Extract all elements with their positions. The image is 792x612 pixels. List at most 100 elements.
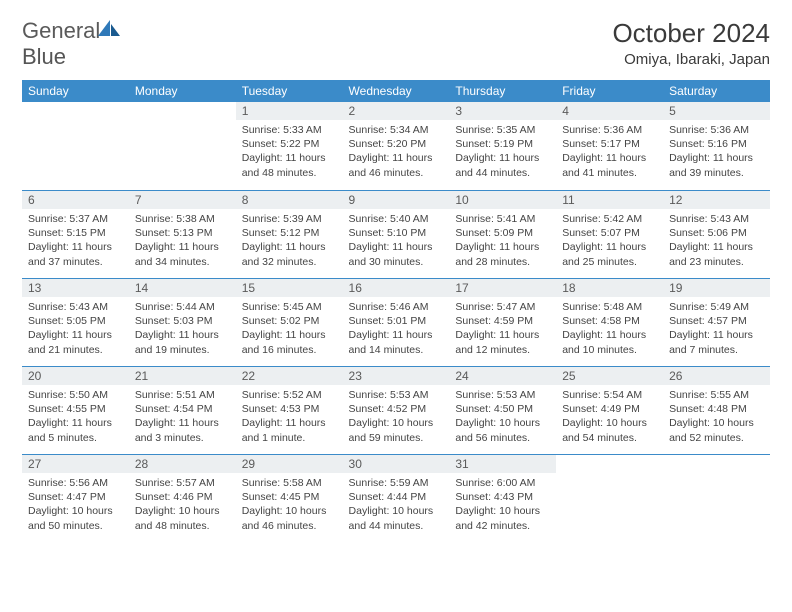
- logo-text-2: Blue: [22, 44, 66, 69]
- day-number-empty: [556, 454, 663, 473]
- calendar-cell: 25Sunrise: 5:54 AMSunset: 4:49 PMDayligh…: [556, 366, 663, 454]
- logo-text-1: General: [22, 18, 100, 43]
- day-number: 16: [343, 278, 450, 297]
- header: GeneralBlue October 2024 Omiya, Ibaraki,…: [22, 18, 770, 70]
- day-header: Monday: [129, 80, 236, 102]
- calendar-cell: 17Sunrise: 5:47 AMSunset: 4:59 PMDayligh…: [449, 278, 556, 366]
- day-header-row: SundayMondayTuesdayWednesdayThursdayFrid…: [22, 80, 770, 102]
- day-number: 23: [343, 366, 450, 385]
- day-number-empty: [663, 454, 770, 473]
- day-info: Sunrise: 5:59 AMSunset: 4:44 PMDaylight:…: [343, 473, 450, 539]
- day-info: Sunrise: 5:53 AMSunset: 4:50 PMDaylight:…: [449, 385, 556, 451]
- day-info: Sunrise: 5:40 AMSunset: 5:10 PMDaylight:…: [343, 209, 450, 275]
- calendar-cell: 23Sunrise: 5:53 AMSunset: 4:52 PMDayligh…: [343, 366, 450, 454]
- logo: GeneralBlue: [22, 18, 120, 70]
- calendar-cell: 27Sunrise: 5:56 AMSunset: 4:47 PMDayligh…: [22, 454, 129, 542]
- day-info: Sunrise: 5:41 AMSunset: 5:09 PMDaylight:…: [449, 209, 556, 275]
- calendar-cell: 7Sunrise: 5:38 AMSunset: 5:13 PMDaylight…: [129, 190, 236, 278]
- day-info: Sunrise: 5:55 AMSunset: 4:48 PMDaylight:…: [663, 385, 770, 451]
- day-number-empty: [22, 102, 129, 120]
- day-number: 9: [343, 190, 450, 209]
- calendar-cell: 1Sunrise: 5:33 AMSunset: 5:22 PMDaylight…: [236, 102, 343, 190]
- calendar-cell: 13Sunrise: 5:43 AMSunset: 5:05 PMDayligh…: [22, 278, 129, 366]
- calendar-cell: 19Sunrise: 5:49 AMSunset: 4:57 PMDayligh…: [663, 278, 770, 366]
- calendar-row: 27Sunrise: 5:56 AMSunset: 4:47 PMDayligh…: [22, 454, 770, 542]
- day-number: 1: [236, 102, 343, 120]
- day-info: Sunrise: 5:48 AMSunset: 4:58 PMDaylight:…: [556, 297, 663, 363]
- calendar-cell: [556, 454, 663, 542]
- day-number: 5: [663, 102, 770, 120]
- day-number: 28: [129, 454, 236, 473]
- day-number: 11: [556, 190, 663, 209]
- day-number: 26: [663, 366, 770, 385]
- day-number: 30: [343, 454, 450, 473]
- calendar-cell: 14Sunrise: 5:44 AMSunset: 5:03 PMDayligh…: [129, 278, 236, 366]
- day-info: Sunrise: 5:47 AMSunset: 4:59 PMDaylight:…: [449, 297, 556, 363]
- day-header: Tuesday: [236, 80, 343, 102]
- day-number: 12: [663, 190, 770, 209]
- day-info: Sunrise: 5:50 AMSunset: 4:55 PMDaylight:…: [22, 385, 129, 451]
- calendar-cell: 18Sunrise: 5:48 AMSunset: 4:58 PMDayligh…: [556, 278, 663, 366]
- day-info: Sunrise: 5:37 AMSunset: 5:15 PMDaylight:…: [22, 209, 129, 275]
- calendar-cell: 16Sunrise: 5:46 AMSunset: 5:01 PMDayligh…: [343, 278, 450, 366]
- calendar-row: 13Sunrise: 5:43 AMSunset: 5:05 PMDayligh…: [22, 278, 770, 366]
- day-info: Sunrise: 5:51 AMSunset: 4:54 PMDaylight:…: [129, 385, 236, 451]
- day-number: 14: [129, 278, 236, 297]
- calendar-cell: 4Sunrise: 5:36 AMSunset: 5:17 PMDaylight…: [556, 102, 663, 190]
- calendar-cell: 2Sunrise: 5:34 AMSunset: 5:20 PMDaylight…: [343, 102, 450, 190]
- calendar-cell: 22Sunrise: 5:52 AMSunset: 4:53 PMDayligh…: [236, 366, 343, 454]
- day-info: Sunrise: 5:46 AMSunset: 5:01 PMDaylight:…: [343, 297, 450, 363]
- calendar-cell: 8Sunrise: 5:39 AMSunset: 5:12 PMDaylight…: [236, 190, 343, 278]
- calendar-cell: 29Sunrise: 5:58 AMSunset: 4:45 PMDayligh…: [236, 454, 343, 542]
- day-number: 18: [556, 278, 663, 297]
- day-number: 15: [236, 278, 343, 297]
- day-header: Sunday: [22, 80, 129, 102]
- day-number: 8: [236, 190, 343, 209]
- day-info: Sunrise: 5:53 AMSunset: 4:52 PMDaylight:…: [343, 385, 450, 451]
- day-number: 4: [556, 102, 663, 120]
- day-number: 25: [556, 366, 663, 385]
- location: Omiya, Ibaraki, Japan: [612, 51, 770, 68]
- day-info: Sunrise: 5:54 AMSunset: 4:49 PMDaylight:…: [556, 385, 663, 451]
- day-number: 17: [449, 278, 556, 297]
- calendar-cell: 5Sunrise: 5:36 AMSunset: 5:16 PMDaylight…: [663, 102, 770, 190]
- day-number: 29: [236, 454, 343, 473]
- calendar-cell: 30Sunrise: 5:59 AMSunset: 4:44 PMDayligh…: [343, 454, 450, 542]
- day-info: Sunrise: 5:56 AMSunset: 4:47 PMDaylight:…: [22, 473, 129, 539]
- calendar-cell: 6Sunrise: 5:37 AMSunset: 5:15 PMDaylight…: [22, 190, 129, 278]
- calendar-cell: 28Sunrise: 5:57 AMSunset: 4:46 PMDayligh…: [129, 454, 236, 542]
- calendar-body: 1Sunrise: 5:33 AMSunset: 5:22 PMDaylight…: [22, 102, 770, 542]
- calendar-row: 1Sunrise: 5:33 AMSunset: 5:22 PMDaylight…: [22, 102, 770, 190]
- calendar-row: 20Sunrise: 5:50 AMSunset: 4:55 PMDayligh…: [22, 366, 770, 454]
- day-info: Sunrise: 5:33 AMSunset: 5:22 PMDaylight:…: [236, 120, 343, 186]
- calendar-cell: 26Sunrise: 5:55 AMSunset: 4:48 PMDayligh…: [663, 366, 770, 454]
- day-info: Sunrise: 5:44 AMSunset: 5:03 PMDaylight:…: [129, 297, 236, 363]
- day-info: Sunrise: 5:57 AMSunset: 4:46 PMDaylight:…: [129, 473, 236, 539]
- logo-text: GeneralBlue: [22, 18, 120, 70]
- day-info: Sunrise: 5:35 AMSunset: 5:19 PMDaylight:…: [449, 120, 556, 186]
- day-info: Sunrise: 5:45 AMSunset: 5:02 PMDaylight:…: [236, 297, 343, 363]
- calendar-cell: 12Sunrise: 5:43 AMSunset: 5:06 PMDayligh…: [663, 190, 770, 278]
- calendar-cell: 31Sunrise: 6:00 AMSunset: 4:43 PMDayligh…: [449, 454, 556, 542]
- title-block: October 2024 Omiya, Ibaraki, Japan: [612, 18, 770, 68]
- calendar-cell: [663, 454, 770, 542]
- calendar-cell: 3Sunrise: 5:35 AMSunset: 5:19 PMDaylight…: [449, 102, 556, 190]
- day-info: Sunrise: 5:58 AMSunset: 4:45 PMDaylight:…: [236, 473, 343, 539]
- day-number: 6: [22, 190, 129, 209]
- calendar-cell: 15Sunrise: 5:45 AMSunset: 5:02 PMDayligh…: [236, 278, 343, 366]
- day-info: Sunrise: 5:38 AMSunset: 5:13 PMDaylight:…: [129, 209, 236, 275]
- day-number: 31: [449, 454, 556, 473]
- day-number: 3: [449, 102, 556, 120]
- day-number: 21: [129, 366, 236, 385]
- day-number: 10: [449, 190, 556, 209]
- day-header: Friday: [556, 80, 663, 102]
- day-info: Sunrise: 5:39 AMSunset: 5:12 PMDaylight:…: [236, 209, 343, 275]
- day-number: 19: [663, 278, 770, 297]
- calendar-cell: 21Sunrise: 5:51 AMSunset: 4:54 PMDayligh…: [129, 366, 236, 454]
- day-info: Sunrise: 6:00 AMSunset: 4:43 PMDaylight:…: [449, 473, 556, 539]
- calendar-cell: 24Sunrise: 5:53 AMSunset: 4:50 PMDayligh…: [449, 366, 556, 454]
- calendar-row: 6Sunrise: 5:37 AMSunset: 5:15 PMDaylight…: [22, 190, 770, 278]
- day-info: Sunrise: 5:34 AMSunset: 5:20 PMDaylight:…: [343, 120, 450, 186]
- day-number: 7: [129, 190, 236, 209]
- calendar-cell: 10Sunrise: 5:41 AMSunset: 5:09 PMDayligh…: [449, 190, 556, 278]
